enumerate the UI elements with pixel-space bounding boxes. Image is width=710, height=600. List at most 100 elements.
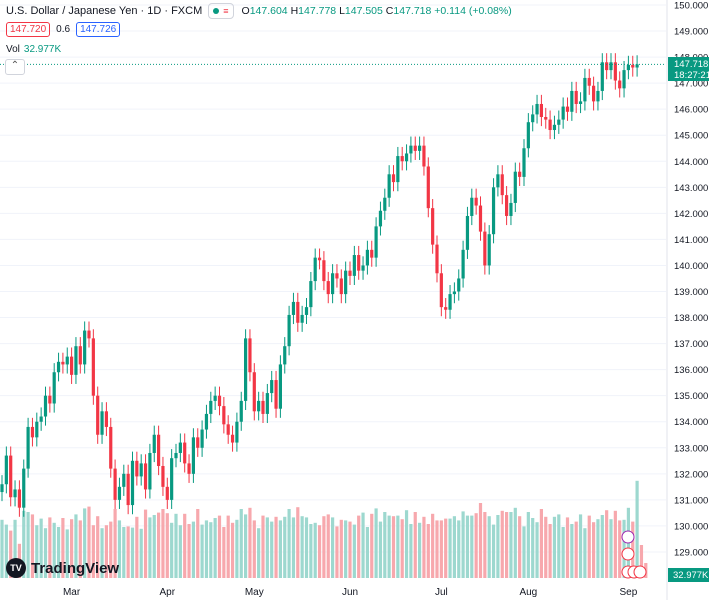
tradingview-logo[interactable]: TV TradingView xyxy=(6,558,119,578)
volume-bar xyxy=(96,516,100,578)
y-tick-label: 149.000 xyxy=(674,27,708,38)
candle-body xyxy=(404,153,409,162)
volume-bar xyxy=(313,522,317,578)
volume-bar xyxy=(404,510,409,578)
symbol-legend[interactable]: U.S. Dollar / Japanese Yen · 1D · FXCM ≡… xyxy=(6,3,512,19)
volume-bar xyxy=(448,518,452,578)
candle-body xyxy=(170,458,174,500)
volume-bar xyxy=(309,524,313,578)
volume-bar xyxy=(283,516,287,578)
candle-body xyxy=(217,395,222,407)
volume-bar xyxy=(100,528,104,578)
candle-body xyxy=(439,273,443,308)
candle-body xyxy=(574,90,578,104)
candle-body xyxy=(513,171,517,203)
volume-bar xyxy=(52,522,56,578)
bid-box[interactable]: 147.720 xyxy=(6,22,51,37)
y-tick-label: 133.000 xyxy=(674,443,708,454)
candle-body xyxy=(165,486,169,500)
volume-bar xyxy=(291,517,296,578)
volume-bar xyxy=(30,514,35,578)
candle-body xyxy=(13,489,17,498)
volume-bar xyxy=(248,507,252,578)
chevron-up-icon: ⌃ xyxy=(10,60,20,71)
candle-body xyxy=(200,429,204,448)
volume-bar xyxy=(378,521,383,578)
volume-bar xyxy=(135,516,139,578)
candle-body xyxy=(0,484,4,493)
volume-bar xyxy=(639,545,644,578)
candle-body xyxy=(83,330,87,365)
volume-bar xyxy=(635,480,639,578)
candle-body xyxy=(578,101,583,104)
candle-body xyxy=(204,413,209,430)
candle-body xyxy=(183,442,187,464)
volume-bar xyxy=(531,518,535,578)
volume-bar xyxy=(391,516,396,578)
candle-body xyxy=(113,468,117,500)
volume-bar xyxy=(130,527,135,578)
candle-body xyxy=(278,364,282,409)
ask-box[interactable]: 147.726 xyxy=(76,22,121,37)
volume-bar xyxy=(557,514,561,578)
volume-bar xyxy=(126,526,130,578)
candle-body xyxy=(174,452,178,459)
x-tick-label: Mar xyxy=(63,587,81,598)
candle-body xyxy=(74,346,78,375)
candle-body xyxy=(470,197,474,216)
candle-body xyxy=(500,174,504,196)
candle-body xyxy=(539,103,543,117)
candle-body xyxy=(622,70,626,89)
candle-body xyxy=(635,64,639,68)
collapse-legend-button[interactable]: ⌃ xyxy=(5,59,25,75)
volume-bar xyxy=(200,524,204,578)
flash-event-icon xyxy=(621,530,635,544)
volume-bar xyxy=(78,520,82,578)
volume-bar xyxy=(361,512,365,578)
candle-body xyxy=(178,442,182,453)
last-price-tag xyxy=(668,57,709,81)
candle-body xyxy=(244,338,248,401)
volume-bar xyxy=(605,510,609,578)
candle-body xyxy=(348,270,352,276)
volume-bar xyxy=(596,519,600,578)
volume-bar xyxy=(70,519,74,578)
candle-body xyxy=(352,255,356,276)
tradingview-logo-icon: TV xyxy=(6,558,26,578)
volume-bar xyxy=(304,517,309,578)
candle-body xyxy=(552,124,557,131)
candle-body xyxy=(191,437,195,474)
volume-bar xyxy=(91,525,95,578)
candle-body xyxy=(56,361,61,373)
candle-body xyxy=(631,64,635,68)
candle-body xyxy=(261,400,265,414)
volume-bar xyxy=(213,518,217,578)
volume-bar xyxy=(487,516,491,578)
volume-bar xyxy=(552,516,557,578)
candle-body xyxy=(618,80,622,89)
volume-bar xyxy=(161,509,165,578)
volume-bar xyxy=(370,513,374,578)
volume-bar xyxy=(578,514,583,578)
volume-bar xyxy=(65,529,69,578)
volume-bar xyxy=(500,510,504,578)
volume-bar xyxy=(592,522,596,578)
candle-body xyxy=(422,145,426,167)
volume-bar xyxy=(204,520,209,578)
candle-body xyxy=(300,314,304,323)
candle-body xyxy=(9,455,13,498)
volume-bar xyxy=(174,513,178,578)
candle-body xyxy=(157,434,161,467)
volume-bar xyxy=(230,522,235,578)
candle-body xyxy=(196,437,200,448)
legend-status-pill[interactable]: ≡ xyxy=(208,3,234,19)
volume-bar xyxy=(548,524,552,578)
volume-bar xyxy=(496,515,500,578)
volume-bar xyxy=(87,506,91,578)
x-tick-label: Apr xyxy=(160,587,176,598)
candle-body xyxy=(448,294,452,310)
volume-bar xyxy=(296,507,300,578)
candle-body xyxy=(17,489,21,508)
candle-body xyxy=(222,406,226,425)
